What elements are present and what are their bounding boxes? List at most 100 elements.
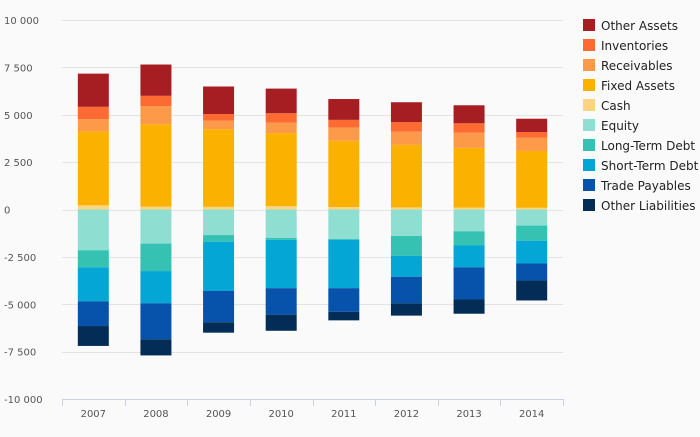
bar-segment-other-assets-2011[interactable] xyxy=(328,99,360,120)
bar-segment-other-liabilities-2008[interactable] xyxy=(140,339,172,356)
bar-segment-equity-2010[interactable] xyxy=(265,209,297,238)
bar-segment-short-term-debt-2009[interactable] xyxy=(203,241,235,291)
bar-segment-equity-2012[interactable] xyxy=(390,209,422,237)
bar-segment-trade-payables-2010[interactable] xyxy=(265,288,297,315)
bar-segment-short-term-debt-2012[interactable] xyxy=(390,255,422,277)
bar-segment-other-assets-2008[interactable] xyxy=(140,64,172,96)
bar-segment-inventories-2009[interactable] xyxy=(203,113,235,121)
bar-segment-short-term-debt-2013[interactable] xyxy=(453,245,485,268)
bar-segment-fixed-assets-2009[interactable] xyxy=(203,129,235,207)
bar-segment-inventories-2011[interactable] xyxy=(328,119,360,128)
legend-item[interactable]: Short-Term Debt xyxy=(583,159,699,173)
bar-segment-trade-payables-2007[interactable] xyxy=(77,301,109,327)
bar-segment-long-term-debt-2013[interactable] xyxy=(453,231,485,246)
legend-item[interactable]: Receivables xyxy=(583,59,673,73)
bar-segment-other-assets-2007[interactable] xyxy=(77,73,109,107)
bar-segment-other-assets-2014[interactable] xyxy=(516,118,548,132)
legend-item[interactable]: Trade Payables xyxy=(583,179,691,193)
bar-segment-other-liabilities-2009[interactable] xyxy=(203,322,235,333)
bar-segment-receivables-2008[interactable] xyxy=(140,106,172,125)
bar-segment-long-term-debt-2011[interactable] xyxy=(328,238,360,240)
bar-segment-cash-2012[interactable] xyxy=(390,207,422,210)
bar-segment-trade-payables-2012[interactable] xyxy=(390,276,422,304)
bar-segment-other-liabilities-2012[interactable] xyxy=(390,303,422,316)
bar-segment-short-term-debt-2007[interactable] xyxy=(77,267,109,302)
bar-segment-long-term-debt-2010[interactable] xyxy=(265,237,297,240)
bar-segment-receivables-2013[interactable] xyxy=(453,132,485,148)
bar-segment-equity-2007[interactable] xyxy=(77,209,109,251)
bar-segment-other-assets-2012[interactable] xyxy=(390,102,422,123)
bar-segment-other-liabilities-2010[interactable] xyxy=(265,314,297,331)
bar-segment-trade-payables-2013[interactable] xyxy=(453,267,485,300)
bar-segment-receivables-2014[interactable] xyxy=(516,137,548,151)
bar-segment-other-liabilities-2007[interactable] xyxy=(77,326,109,346)
legend-item[interactable]: Equity xyxy=(583,119,639,133)
bar-segment-inventories-2010[interactable] xyxy=(265,113,297,123)
y-tick-label: 0 xyxy=(4,206,10,217)
bar-segment-inventories-2012[interactable] xyxy=(390,122,422,132)
bar-segment-trade-payables-2011[interactable] xyxy=(328,288,360,312)
bar-segment-inventories-2007[interactable] xyxy=(77,106,109,120)
x-tick-label: 2008 xyxy=(143,409,168,420)
bar-segment-other-assets-2013[interactable] xyxy=(453,105,485,124)
bar-segment-fixed-assets-2014[interactable] xyxy=(516,150,548,208)
bar-segment-trade-payables-2008[interactable] xyxy=(140,303,172,340)
bar-segment-short-term-debt-2011[interactable] xyxy=(328,239,360,289)
bar-segment-cash-2014[interactable] xyxy=(516,207,548,210)
bar-segment-equity-2009[interactable] xyxy=(203,209,235,236)
bar-segment-fixed-assets-2008[interactable] xyxy=(140,124,172,207)
legend-item[interactable]: Cash xyxy=(583,99,631,113)
y-tick-label: 5 000 xyxy=(4,111,33,122)
bar-segment-equity-2008[interactable] xyxy=(140,209,172,244)
bar-segment-fixed-assets-2012[interactable] xyxy=(390,144,422,208)
legend-swatch xyxy=(583,39,595,51)
bar-segment-fixed-assets-2007[interactable] xyxy=(77,131,109,206)
bar-segment-receivables-2011[interactable] xyxy=(328,127,360,141)
bar-segment-long-term-debt-2008[interactable] xyxy=(140,243,172,272)
bar-segment-long-term-debt-2007[interactable] xyxy=(77,250,109,268)
bar-segment-long-term-debt-2014[interactable] xyxy=(516,225,548,241)
y-tick-label: -10 000 xyxy=(4,395,43,406)
bar-segment-trade-payables-2014[interactable] xyxy=(516,263,548,281)
bar-segment-long-term-debt-2009[interactable] xyxy=(203,235,235,242)
bar-segment-cash-2011[interactable] xyxy=(328,207,360,210)
bar-segment-cash-2010[interactable] xyxy=(265,206,297,210)
bar-segment-short-term-debt-2014[interactable] xyxy=(516,240,548,264)
x-axis: 2007 2008 2009 2010 2011 2012 2013 2014 xyxy=(62,399,564,420)
bar-segment-cash-2009[interactable] xyxy=(203,206,235,210)
bar-segment-cash-2007[interactable] xyxy=(77,205,109,210)
bar-segment-inventories-2013[interactable] xyxy=(453,123,485,133)
bar-segment-equity-2011[interactable] xyxy=(328,209,360,239)
bar-segment-receivables-2009[interactable] xyxy=(203,120,235,130)
bar-segment-equity-2014[interactable] xyxy=(516,209,548,226)
bar-segment-other-liabilities-2011[interactable] xyxy=(328,311,360,321)
legend-item[interactable]: Long-Term Debt xyxy=(583,139,695,153)
bar-segment-cash-2013[interactable] xyxy=(453,207,485,210)
bar-segment-inventories-2014[interactable] xyxy=(516,131,548,138)
bar-segment-short-term-debt-2010[interactable] xyxy=(265,239,297,289)
bar-segment-fixed-assets-2011[interactable] xyxy=(328,140,360,208)
legend-item[interactable]: Inventories xyxy=(583,39,668,53)
bar-segment-other-liabilities-2013[interactable] xyxy=(453,299,485,314)
legend-swatch xyxy=(583,59,595,71)
legend-swatch xyxy=(583,139,595,151)
legend-label: Equity xyxy=(601,119,639,133)
bar-segment-other-assets-2009[interactable] xyxy=(203,86,235,114)
bar-segment-fixed-assets-2010[interactable] xyxy=(265,133,297,207)
bar-segment-equity-2013[interactable] xyxy=(453,209,485,232)
bar-segment-short-term-debt-2008[interactable] xyxy=(140,271,172,304)
bar-segment-other-liabilities-2014[interactable] xyxy=(516,280,548,301)
bar-segment-receivables-2010[interactable] xyxy=(265,122,297,134)
bar-segment-inventories-2008[interactable] xyxy=(140,95,172,107)
bar-segment-long-term-debt-2012[interactable] xyxy=(390,236,422,256)
bar-segment-other-assets-2010[interactable] xyxy=(265,88,297,114)
bar-segment-cash-2008[interactable] xyxy=(140,206,172,210)
bar-segment-trade-payables-2009[interactable] xyxy=(203,290,235,323)
legend-swatch xyxy=(583,159,595,171)
bar-segment-fixed-assets-2013[interactable] xyxy=(453,147,485,208)
bar-segment-receivables-2007[interactable] xyxy=(77,119,109,132)
bar-segment-receivables-2012[interactable] xyxy=(390,131,422,145)
legend-item[interactable]: Fixed Assets xyxy=(583,79,675,93)
legend-item[interactable]: Other Assets xyxy=(583,19,678,33)
legend-item[interactable]: Other Liabilities xyxy=(583,199,696,213)
